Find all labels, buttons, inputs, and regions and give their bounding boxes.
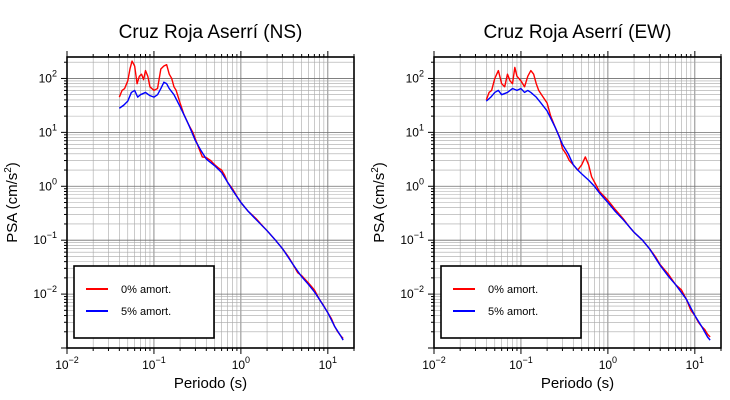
y-tick-label: 10−2 [400,284,424,301]
series-lines [485,66,711,341]
legend-label: 0% amort. [121,284,171,296]
series-line-red [118,60,344,339]
legend-label: 5% amort. [121,306,171,318]
legend-label: 0% amort. [488,284,538,296]
y-tick-label: 102 [39,68,57,85]
x-tick-label: 100 [232,355,250,372]
legend: 0% amort. 5% amort. [440,265,582,339]
y-tick-label: 10−1 [33,230,57,247]
x-tick-label: 10−2 [55,355,79,372]
x-tick-label: 10−1 [509,355,533,372]
y-axis-label: PSA (cm/s2) [3,162,21,243]
chart-title: Cruz Roja Aserrí (NS) [119,22,303,43]
y-tick-label: 100 [39,176,57,193]
legend: 0% amort. 5% amort. [73,265,215,339]
tick-marks [61,51,355,354]
tick-marks [428,51,722,354]
x-tick-label: 101 [686,355,704,372]
y-tick-label: 101 [406,122,424,139]
chart-title: Cruz Roja Aserrí (EW) [484,22,672,43]
y-axis-label: PSA (cm/s2) [370,162,388,243]
x-tick-label: 101 [319,355,337,372]
y-tick-label: 100 [406,176,424,193]
x-tick-label: 10−2 [422,355,446,372]
series-line-blue [118,81,344,341]
y-tick-label: 10−1 [400,230,424,247]
x-axis-label: Periodo (s) [174,375,247,392]
x-tick-label: 100 [599,355,617,372]
series-line-blue [485,87,711,341]
legend-box [73,265,215,339]
y-tick-label: 102 [406,68,424,85]
y-tick-label: 10−2 [33,284,57,301]
series-lines [118,60,344,341]
y-tick-label: 101 [39,122,57,139]
legend-box [440,265,582,339]
x-axis-label: Periodo (s) [541,375,614,392]
legend-label: 5% amort. [488,306,538,318]
x-tick-label: 10−1 [142,355,166,372]
chart-panel-1: 10−2 10−1 100 101 10−2 10−1 100 101 102 Cruz Roja… [3,22,355,392]
chart-panel-2: 10−2 10−1 100 101 10−2 10−1 100 101 102 Cruz Roja… [370,22,722,392]
